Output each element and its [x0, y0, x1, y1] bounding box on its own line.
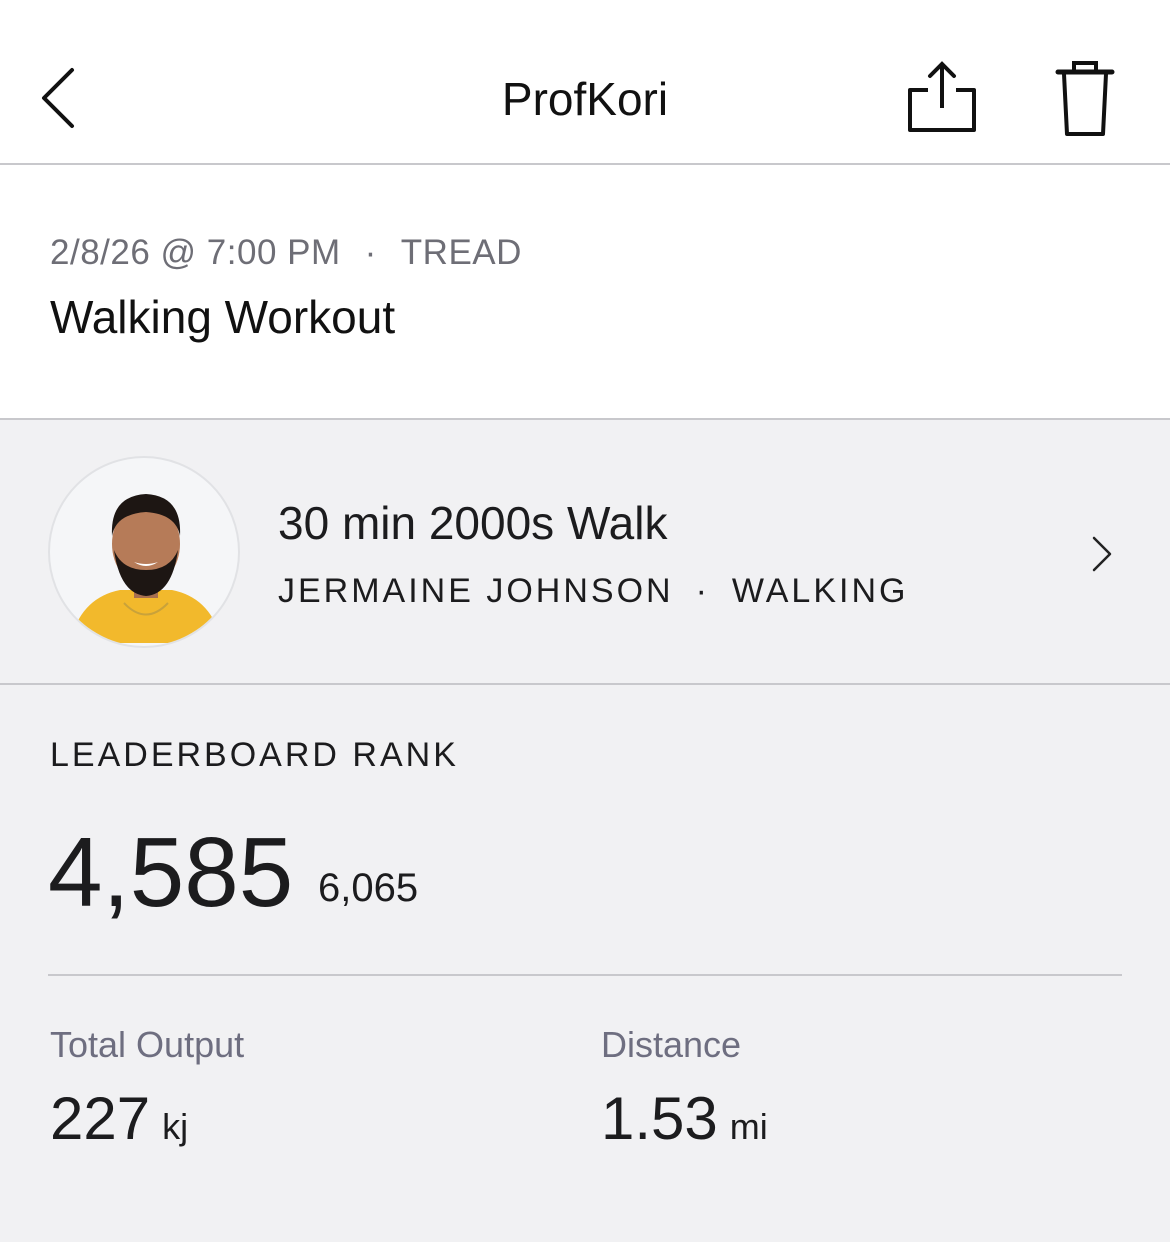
class-subtitle: JERMAINE JOHNSON · WALKING [278, 572, 909, 610]
share-icon[interactable] [904, 60, 980, 136]
nav-header: ProfKori [0, 0, 1170, 165]
leaderboard-total: 6,065 [318, 866, 419, 910]
workout-info: 2/8/26 @ 7:00 PM · TREAD Walking Workout [0, 165, 1170, 420]
workout-title: Walking Workout [50, 291, 396, 343]
stat-total-output: Total Output 227 kj [50, 1024, 245, 1152]
leaderboard-rank: 4,585 [48, 817, 294, 927]
divider [48, 974, 1122, 976]
class-name: 30 min 2000s Walk [278, 497, 668, 549]
avatar [48, 456, 240, 648]
page-title: ProfKori [501, 73, 669, 125]
class-discipline: WALKING [731, 572, 909, 610]
workout-date: 2/8/26 @ 7:00 PM [50, 233, 341, 272]
chevron-left-icon[interactable] [36, 66, 80, 130]
instructor-name: JERMAINE JOHNSON [278, 572, 674, 610]
chevron-right-icon [1092, 536, 1112, 572]
leaderboard-label: LEADERBOARD RANK [50, 736, 459, 774]
stat-distance: Distance 1.53 mi [601, 1024, 768, 1152]
workout-meta: 2/8/26 @ 7:00 PM · TREAD [50, 233, 522, 272]
trash-icon[interactable] [1052, 58, 1118, 138]
class-row[interactable]: 30 min 2000s Walk JERMAINE JOHNSON · WALKI… [0, 420, 1170, 685]
workout-platform: TREAD [400, 233, 522, 272]
